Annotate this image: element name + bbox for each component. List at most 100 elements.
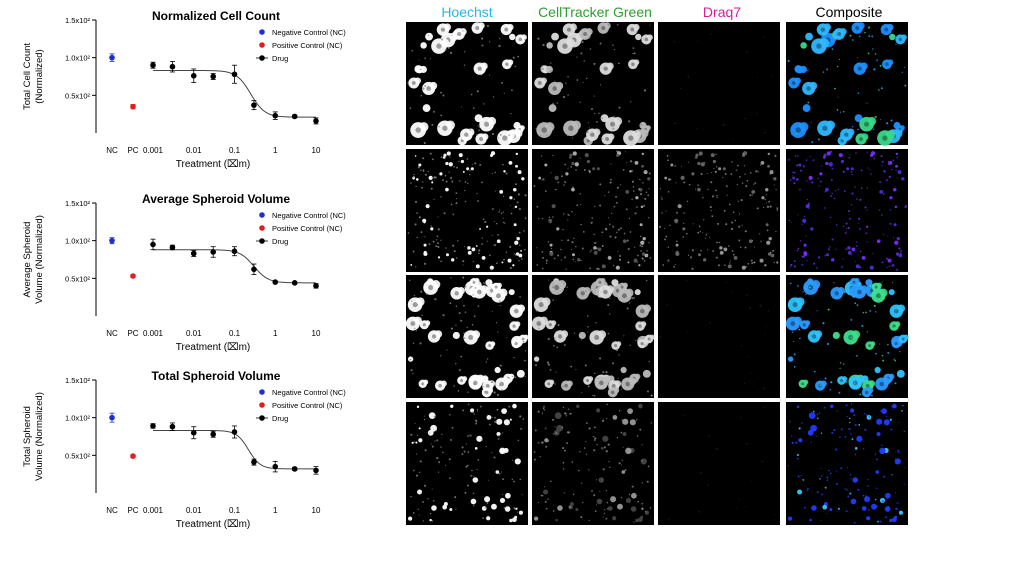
micro-cell (443, 23, 452, 31)
micro-speck (638, 188, 641, 191)
micro-speck (442, 314, 445, 317)
micro-speck (845, 404, 848, 407)
micro-speck (748, 471, 750, 473)
micro-speck (552, 216, 554, 218)
micro-speck (838, 391, 841, 394)
micro-speck (691, 267, 694, 270)
micro-speck (493, 456, 496, 459)
micro-speck (789, 420, 791, 423)
micro-speck (511, 459, 514, 461)
micro-cell (680, 175, 685, 180)
micro-speck (840, 467, 843, 470)
micro-speck (497, 438, 500, 440)
legend-label: Drug (272, 237, 288, 246)
micro-cell-core (898, 37, 903, 42)
micro-speck (562, 385, 564, 388)
micro-speck (812, 159, 815, 162)
micro-speck (773, 261, 775, 264)
micro-cell (889, 518, 893, 523)
micro-cell (596, 408, 601, 413)
micro-cell (419, 65, 427, 74)
micro-cell (765, 223, 769, 227)
micro-speck (444, 48, 447, 51)
micro-speck (598, 112, 600, 115)
micro-cell (612, 415, 618, 420)
micro-speck (451, 180, 454, 183)
micro-speck (834, 123, 836, 125)
micro-speck (797, 155, 799, 157)
micro-cell (507, 59, 514, 66)
micro-speck (897, 502, 899, 504)
micro-speck (500, 212, 503, 214)
micro-speck (793, 182, 796, 185)
micro-cell (507, 258, 512, 263)
micro-speck (788, 219, 791, 222)
micro-speck (891, 264, 894, 267)
micro-speck (896, 314, 899, 317)
micro-cell (472, 477, 479, 483)
micro-speck (562, 228, 564, 231)
micro-cell (629, 419, 636, 426)
micro-speck (503, 507, 506, 509)
micro-cell-core (864, 121, 870, 127)
micro-speck (716, 241, 718, 244)
micro-speck (434, 176, 437, 179)
micro-speck (667, 259, 670, 262)
micro-speck (436, 456, 439, 460)
micro-speck (550, 62, 552, 64)
micro-speck (675, 182, 677, 184)
micro-speck (804, 506, 806, 509)
micro-speck (899, 252, 902, 255)
micro-cell-core (464, 132, 469, 137)
micro-cell (540, 155, 543, 157)
micro-speck (789, 179, 792, 181)
micro-speck (834, 190, 837, 192)
micro-speck (820, 172, 822, 175)
micro-cell (601, 245, 604, 247)
micro-cell (477, 22, 485, 30)
micro-speck (465, 443, 467, 445)
micro-speck (423, 418, 426, 421)
micro-speck (476, 410, 479, 412)
micro-speck (885, 516, 888, 519)
micro-speck (617, 250, 619, 252)
micro-cell (600, 447, 604, 450)
micro-cell (431, 280, 441, 289)
micro-speck (552, 510, 555, 512)
micro-speck (461, 446, 464, 449)
micro-speck (591, 217, 593, 219)
micro-speck (641, 245, 644, 248)
micro-speck (541, 267, 544, 270)
micro-speck (667, 246, 670, 248)
micro-background (406, 402, 528, 525)
micro-speck (840, 428, 843, 431)
legend-label: Positive Control (NC) (272, 224, 343, 233)
micro-speck (565, 82, 567, 84)
micro-cell (710, 153, 715, 158)
micro-speck (856, 241, 858, 243)
micro-cell (509, 418, 512, 421)
micro-cell (723, 247, 728, 252)
micro-cell (450, 404, 454, 408)
micro-speck (419, 342, 422, 345)
micro-speck (413, 469, 415, 472)
micro-cell (514, 205, 518, 209)
micro-speck (768, 200, 770, 203)
micro-speck (560, 259, 562, 261)
negative-control-point (109, 54, 115, 61)
micro-speck (776, 207, 779, 209)
micro-speck (797, 475, 800, 478)
micro-speck (759, 304, 762, 307)
micro-speck (816, 491, 819, 494)
micro-speck (537, 37, 540, 40)
micro-speck (867, 167, 869, 169)
micro-panel-r1-c4 (786, 22, 908, 146)
micro-speck (648, 242, 650, 244)
micro-cell (569, 153, 573, 157)
micro-speck (420, 231, 423, 234)
micro-cell-core (488, 344, 492, 348)
y-axis-label: Volume (Normalized) (34, 392, 45, 481)
micro-speck (615, 195, 617, 198)
micro-cell (794, 155, 797, 157)
micro-speck (455, 192, 458, 195)
